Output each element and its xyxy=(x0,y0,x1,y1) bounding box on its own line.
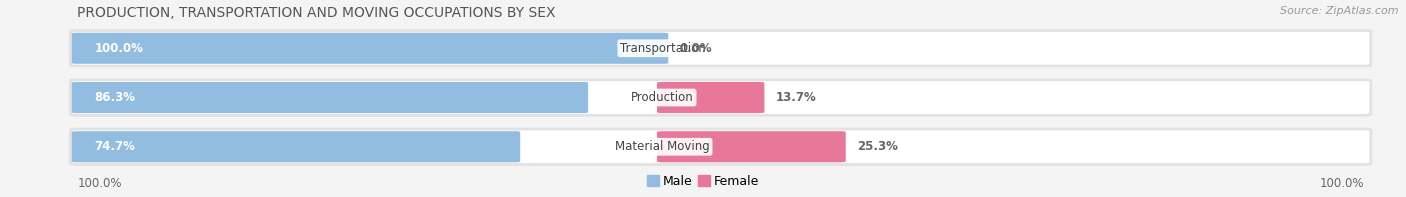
FancyBboxPatch shape xyxy=(70,80,1371,115)
Text: 74.7%: 74.7% xyxy=(94,140,135,153)
Text: 100.0%: 100.0% xyxy=(1319,177,1364,190)
FancyBboxPatch shape xyxy=(70,129,1371,164)
FancyBboxPatch shape xyxy=(72,131,520,162)
Text: 13.7%: 13.7% xyxy=(776,91,817,104)
Text: 100.0%: 100.0% xyxy=(94,42,143,55)
Text: 0.0%: 0.0% xyxy=(679,42,713,55)
Text: 100.0%: 100.0% xyxy=(77,177,122,190)
FancyBboxPatch shape xyxy=(72,82,588,113)
Text: Production: Production xyxy=(631,91,695,104)
Text: 86.3%: 86.3% xyxy=(94,91,135,104)
Text: Material Moving: Material Moving xyxy=(616,140,710,153)
FancyBboxPatch shape xyxy=(72,33,668,64)
Text: PRODUCTION, TRANSPORTATION AND MOVING OCCUPATIONS BY SEX: PRODUCTION, TRANSPORTATION AND MOVING OC… xyxy=(77,6,555,20)
Text: Transportation: Transportation xyxy=(620,42,706,55)
FancyBboxPatch shape xyxy=(657,82,765,113)
FancyBboxPatch shape xyxy=(70,31,1371,66)
Legend: Male, Female: Male, Female xyxy=(641,170,765,193)
Text: 25.3%: 25.3% xyxy=(856,140,898,153)
FancyBboxPatch shape xyxy=(657,131,845,162)
Text: Source: ZipAtlas.com: Source: ZipAtlas.com xyxy=(1281,6,1399,16)
